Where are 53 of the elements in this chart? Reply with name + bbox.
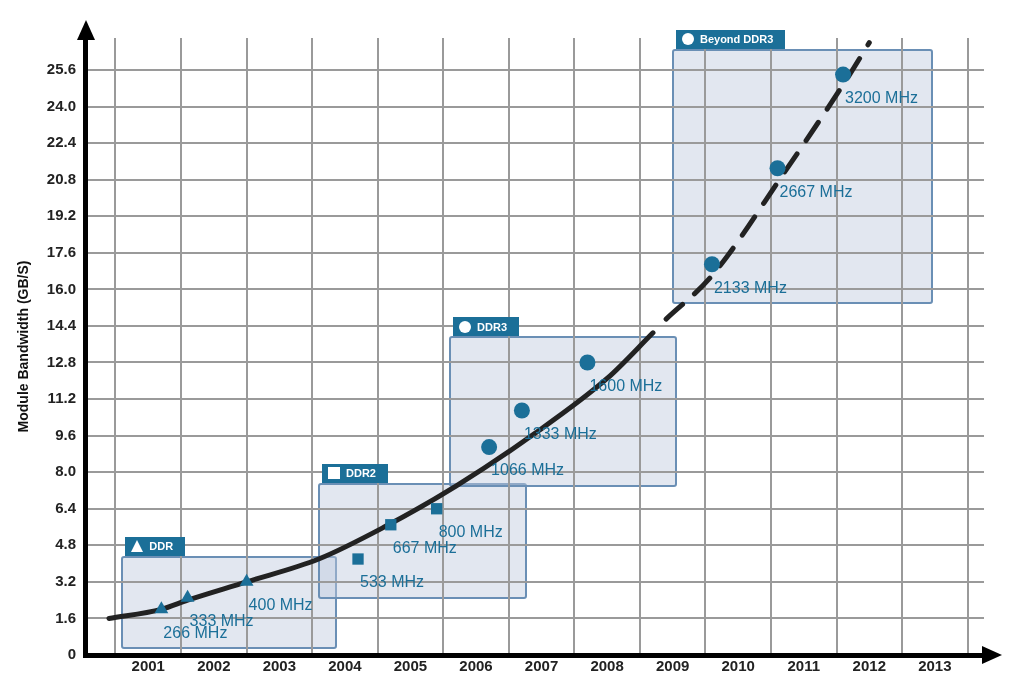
x-tick-label: 2005 [393, 657, 428, 675]
x-tick-label: 2010 [721, 657, 755, 675]
text: DDR [149, 540, 174, 553]
annotation: 533 MHz [360, 573, 425, 591]
x-tick-label: 2002 [197, 657, 231, 675]
annotation: 667 MHz [392, 539, 457, 557]
x-tick-label: 2006 [459, 657, 493, 675]
y-tick-label: 22.4 [46, 133, 77, 151]
x-tick-label: 2013 [918, 657, 952, 675]
y-axis-title: Module Bandwidth (GB/S) [15, 260, 32, 433]
point [481, 439, 498, 456]
x-tick-label: 2001 [131, 657, 165, 675]
text: Beyond DDR3 [699, 33, 774, 46]
x-tick-label: 2007 [524, 657, 559, 675]
annotation: 400 MHz [248, 596, 313, 614]
y-tick-label: 9.6 [55, 425, 76, 443]
text: DDR3 [477, 320, 508, 333]
x-tick-label: 2003 [262, 657, 297, 675]
y-tick-label: 25.6 [46, 60, 76, 78]
y-tick-label: 12.8 [46, 352, 76, 370]
y-tick-label: 16.0 [46, 279, 76, 297]
annotation: 2667 MHz [779, 182, 853, 200]
y-tick-label: 14.4 [46, 316, 77, 334]
point [352, 553, 364, 565]
y-tick-label: 3.2 [55, 572, 76, 590]
x-tick-label: 2011 [787, 657, 821, 675]
x-tick-label: 2008 [590, 657, 624, 675]
x-tick-label: 2009 [655, 657, 690, 675]
point [835, 66, 852, 83]
x-tick-label: 2004 [328, 657, 363, 675]
point [513, 402, 530, 419]
y-tick-label: 20.8 [46, 169, 76, 187]
y-tick-label: 8.0 [55, 462, 76, 480]
point [579, 354, 596, 371]
annotation: 2133 MHz [713, 278, 787, 296]
y-tick-label: 0 [67, 645, 76, 663]
y-tick-label: 1.6 [55, 608, 76, 626]
x-tick-label: 2012 [852, 657, 886, 675]
y-tick-label: 6.4 [55, 498, 77, 516]
point [703, 256, 720, 273]
y-tick-label: 11.2 [47, 389, 76, 407]
annotation: 1066 MHz [491, 461, 565, 479]
point [431, 503, 443, 515]
text: DDR2 [346, 467, 376, 480]
y-tick-label: 17.6 [46, 242, 76, 260]
annotation: 3200 MHz [845, 88, 918, 106]
y-tick-label: 4.8 [55, 535, 76, 553]
point [385, 519, 397, 531]
point [154, 601, 169, 614]
annotation: 800 MHz [438, 523, 503, 541]
y-tick-label: 19.2 [46, 206, 76, 224]
point [769, 160, 786, 177]
y-tick-label: 24.0 [46, 96, 76, 114]
